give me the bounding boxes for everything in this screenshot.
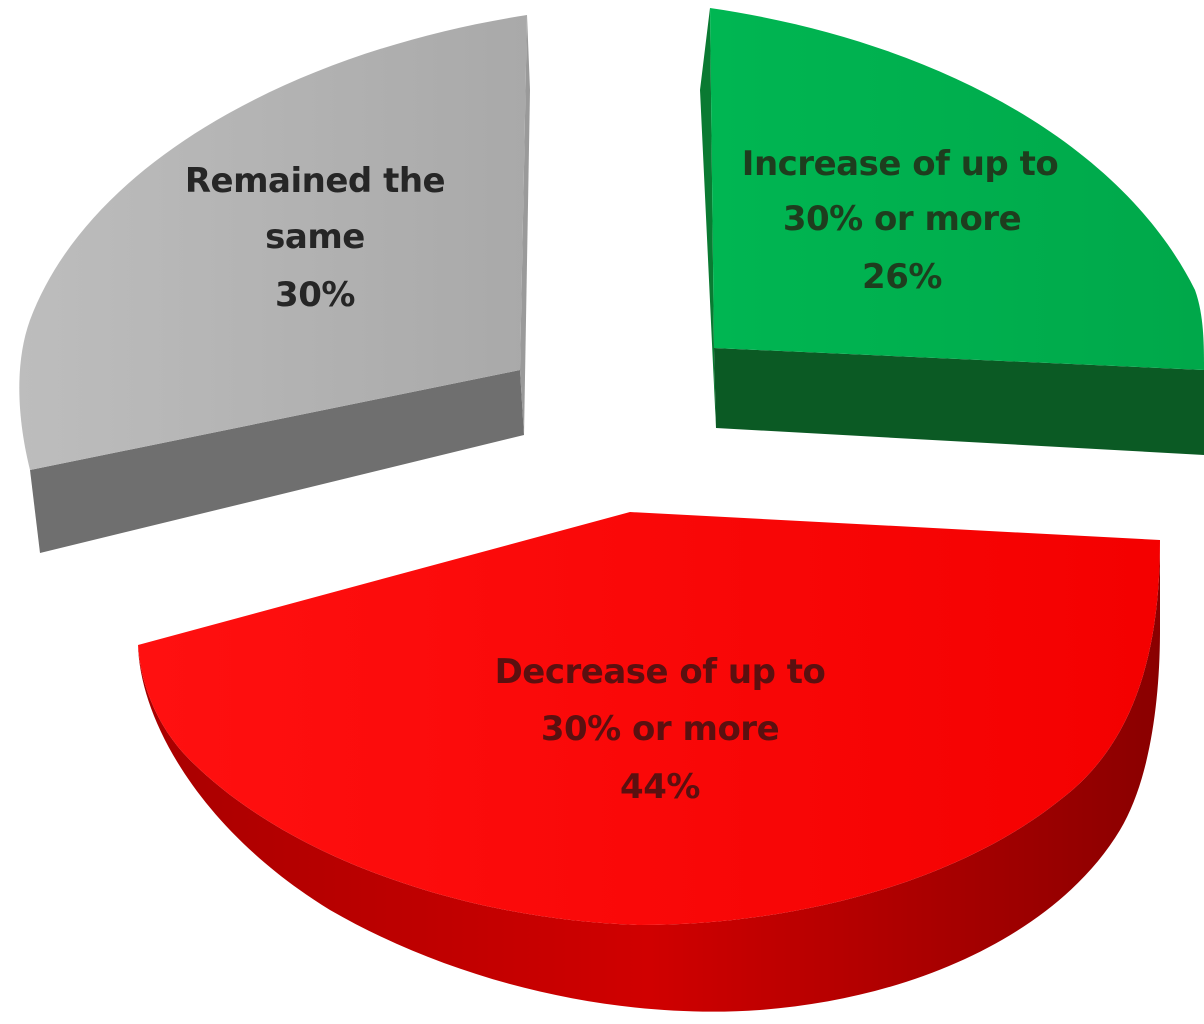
slice-label-decrease: Decrease of up to 30% or more 44% xyxy=(495,652,826,807)
slice-label-line: Decrease of up to xyxy=(495,652,826,692)
slice-value-label: 30% xyxy=(275,275,355,315)
pie-slice-decrease: Decrease of up to 30% or more 44% xyxy=(138,512,1160,1012)
slice-value-label: 44% xyxy=(620,767,700,807)
slice-label-line: same xyxy=(265,217,365,257)
pie-slice-remained-the-same-face xyxy=(520,15,530,435)
slice-label-line: 30% or more xyxy=(783,199,1021,239)
pie-slice-increase-inner-side xyxy=(700,8,716,428)
pie-slice-remained-the-same-side xyxy=(30,370,524,553)
pie-slice-increase-side xyxy=(714,348,1204,455)
slice-value-label: 26% xyxy=(862,257,942,297)
slice-label-remained-the-same: Remained the same 30% xyxy=(185,161,446,315)
pie-slice-decrease-side xyxy=(138,540,1160,1012)
slice-label-increase: Increase of up to 30% or more 26% xyxy=(742,144,1059,297)
pie-slice-remained-the-same: Remained the same 30% xyxy=(19,15,530,553)
slice-label-line: Increase of up to xyxy=(742,144,1058,184)
pie-slice-remained-the-same-top xyxy=(19,15,528,470)
pie-slice-increase: Increase of up to 30% or more 26% xyxy=(700,8,1204,455)
pie-slice-decrease-top xyxy=(138,512,1160,925)
slice-label-line: Remained the xyxy=(185,161,445,201)
pie-slice-increase-top xyxy=(710,8,1204,370)
slice-label-line: 30% or more xyxy=(541,709,779,749)
